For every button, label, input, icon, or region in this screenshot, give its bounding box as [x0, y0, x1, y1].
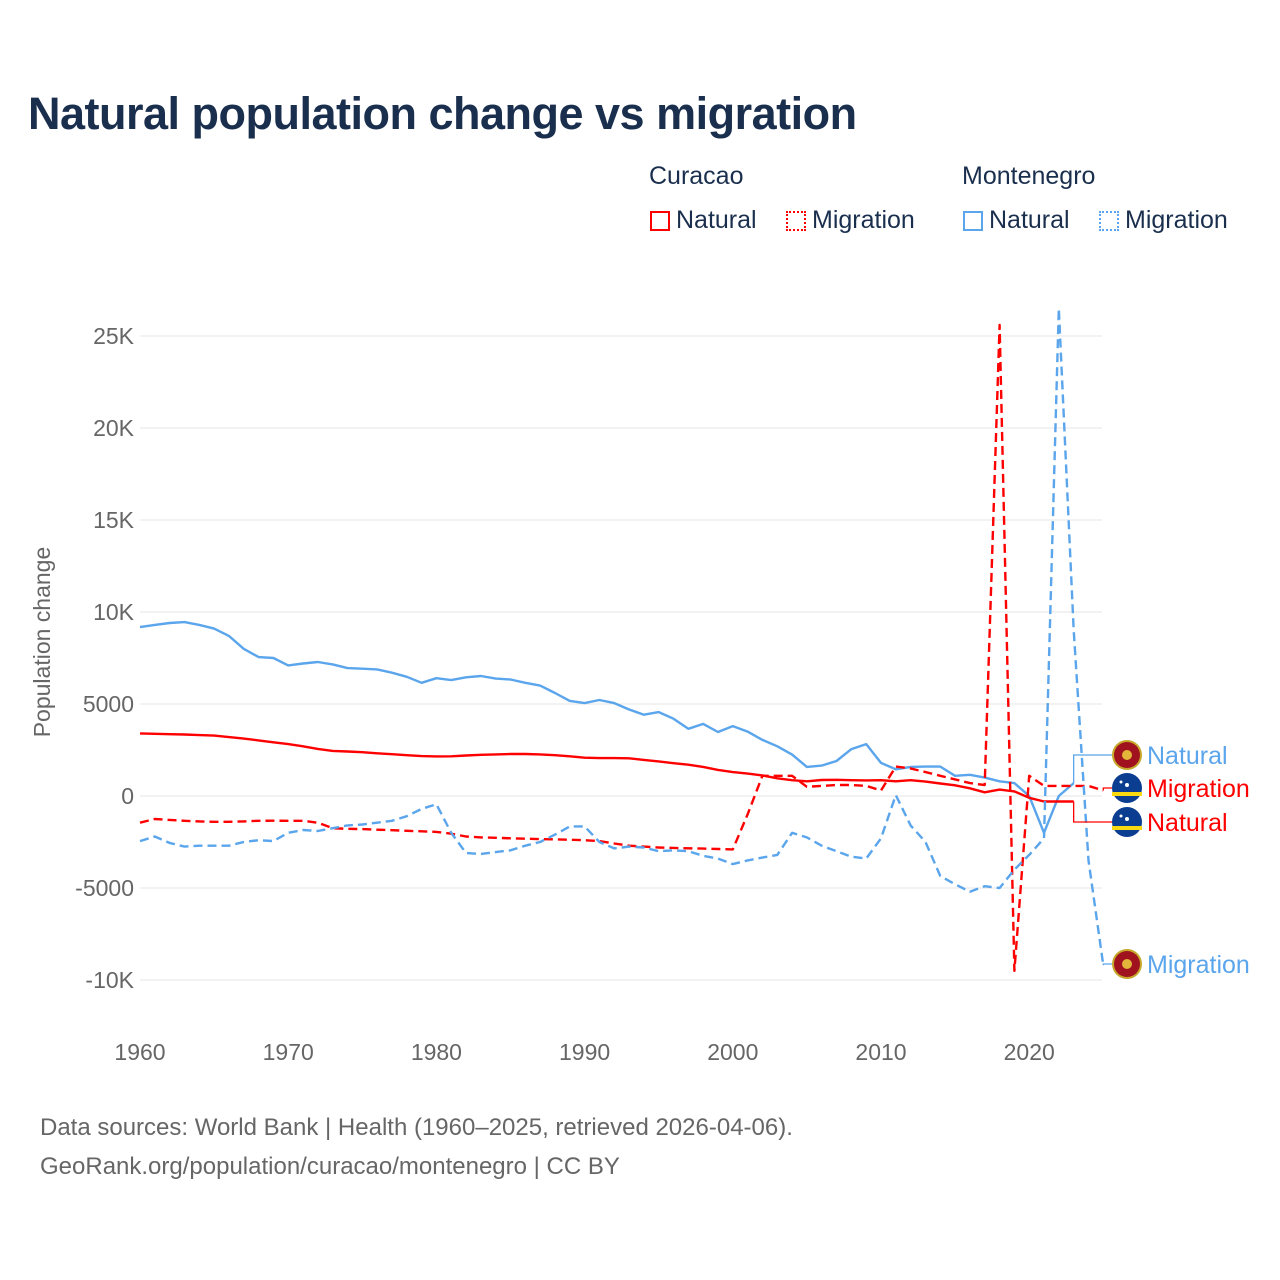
- x-tick-label: 1970: [263, 1039, 314, 1065]
- flag-star: [1119, 780, 1123, 784]
- y-tick-label: 10K: [93, 599, 135, 625]
- footer: Data sources: World Bank | Health (1960–…: [40, 1108, 793, 1186]
- montenegro-flag-icon: [1112, 740, 1142, 770]
- y-tick-label: -5000: [75, 875, 134, 901]
- x-tick-label: 1960: [114, 1039, 165, 1065]
- end-label: Migration: [1147, 775, 1250, 803]
- end-label: Migration: [1147, 951, 1250, 979]
- label-connector: [1073, 754, 1112, 784]
- legend-montenegro-migration[interactable]: Migration: [1099, 206, 1228, 235]
- curacao-flag-icon: [1112, 807, 1142, 837]
- dotted-swatch-icon: [1099, 210, 1119, 231]
- legend-group-curacao: Curacao: [649, 162, 744, 190]
- legend-montenegro-natural[interactable]: Natural: [963, 206, 1070, 235]
- dotted-swatch-icon: [786, 210, 806, 231]
- series-line-curacao-natural: [139, 732, 1074, 803]
- y-tick-label: 25K: [93, 323, 135, 349]
- y-axis-label: Population change: [29, 547, 55, 738]
- end-label: Natural: [1147, 809, 1228, 837]
- y-tick-label: -10K: [85, 967, 134, 993]
- flag-field: [1112, 807, 1142, 837]
- legend-label: Migration: [1125, 206, 1228, 234]
- footer-sources: Data sources: World Bank | Health (1960–…: [40, 1114, 793, 1141]
- legend-curacao-migration[interactable]: Migration: [786, 206, 915, 235]
- y-tick-label: 0: [121, 783, 134, 809]
- series-line-montenegro-migration: [139, 307, 1105, 966]
- x-tick-label: 2010: [855, 1039, 906, 1065]
- label-connector: [1102, 963, 1112, 966]
- x-tick-label: 2000: [707, 1039, 758, 1065]
- curacao-flag-icon: [1112, 773, 1142, 803]
- footer-attribution[interactable]: GeoRank.org/population/curacao/montenegr…: [40, 1153, 620, 1180]
- series-line-montenegro-natural: [139, 620, 1075, 834]
- x-tick-label: 2020: [1004, 1039, 1055, 1065]
- legend-curacao-natural[interactable]: Natural: [650, 206, 757, 235]
- flag-stripe: [1112, 792, 1142, 796]
- x-tick-label: 1980: [411, 1039, 462, 1065]
- chart-title: Natural population change vs migration: [28, 88, 857, 139]
- label-connector: [1073, 801, 1112, 823]
- label-connector: [1102, 787, 1112, 791]
- legend-label: Natural: [989, 206, 1070, 234]
- y-tick-label: 20K: [93, 415, 135, 441]
- flag-emblem: [1122, 750, 1132, 760]
- legend-group-montenegro: Montenegro: [962, 162, 1096, 190]
- legend-label: Migration: [812, 206, 915, 234]
- solid-swatch-icon: [650, 210, 670, 231]
- flag-emblem: [1122, 959, 1132, 969]
- flag-star: [1125, 783, 1129, 787]
- x-tick-label: 1990: [559, 1039, 610, 1065]
- flag-stripe: [1112, 826, 1142, 830]
- series-line-curacao-migration: [139, 323, 1104, 972]
- montenegro-flag-icon: [1112, 949, 1142, 979]
- flag-star: [1125, 817, 1129, 821]
- flag-field: [1112, 773, 1142, 803]
- flag-star: [1119, 814, 1123, 818]
- y-tick-label: 15K: [93, 507, 135, 533]
- solid-swatch-icon: [963, 210, 983, 231]
- end-label: Natural: [1147, 742, 1228, 770]
- legend-label: Natural: [676, 206, 757, 234]
- y-tick-label: 5000: [83, 691, 134, 717]
